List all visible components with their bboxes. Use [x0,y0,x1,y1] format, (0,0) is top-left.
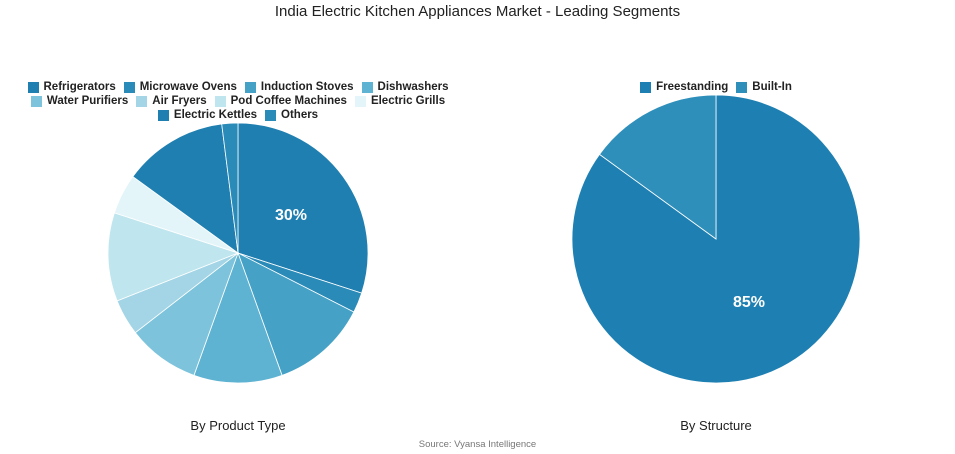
source-note: Source: Vyansa Intelligence [418,439,537,450]
legend-label: Dishwashers [377,81,449,93]
legend-item: Air Fryers [136,94,207,108]
pie-slice-freestanding [571,94,861,384]
legend-item: Dishwashers [361,80,449,94]
legend-swatch [27,81,39,93]
legend-swatch [361,81,373,93]
legend-swatch [265,109,277,121]
legend-swatch [136,95,148,107]
legend-product-type: Refrigerators Microwave Ovens Induction … [20,80,456,122]
legend-item: Microwave Ovens [123,80,237,94]
legend-row: Water Purifiers Air Fryers Pod Coffee Ma… [20,94,456,108]
legend-item: Induction Stoves [244,80,354,94]
legend-item: Built-In [736,80,792,94]
legend-label: Water Purifiers [46,95,129,107]
legend-structure: Freestanding Built-In [566,80,866,94]
data-label-freestanding: 85% [733,294,765,311]
legend-label: Others [281,109,319,121]
legend-swatch [30,95,42,107]
legend-swatch [157,109,169,121]
legend-label: Induction Stoves [260,81,354,93]
data-label-refrigerators: 30% [275,207,307,224]
legend-swatch [736,81,748,93]
legend-swatch [640,81,652,93]
legend-item: Refrigerators [27,80,116,94]
pie-slice-others [221,122,239,254]
legend-item: Electric Grills [354,94,446,108]
pie-slice-built-in [598,94,717,240]
legend-label: Electric Kettles [173,109,258,121]
pie-slice-electric-kettles [132,123,239,254]
legend-label: Air Fryers [152,95,207,107]
legend-item: Others [265,108,318,122]
legend-row: Freestanding Built-In [566,80,866,94]
legend-row: Refrigerators Microwave Ovens Induction … [20,80,456,94]
legend-item: Electric Kettles [157,108,258,122]
legend-label: Refrigerators [43,81,116,93]
legend-label: Microwave Ovens [139,81,237,93]
pie-slice-refrigerators [237,122,369,294]
legend-row: Electric Kettles Others [20,108,456,122]
legend-swatch [354,95,366,107]
chart-title: India Electric Kitchen Appliances Market… [274,3,681,20]
legend-swatch [214,95,226,107]
legend-label: Built-In [752,81,792,93]
pie-subtitle-structure: By Structure [680,418,752,433]
legend-item: Freestanding [640,80,728,94]
legend-swatch [123,81,135,93]
legend-label: Freestanding [656,81,729,93]
pie-slice-induction-stoves [237,252,355,376]
legend-swatch [244,81,256,93]
pie-slice-pod-coffee-machines [107,212,240,302]
legend-item: Water Purifiers [30,94,129,108]
pie-slice-dishwashers [193,251,283,384]
legend-item: Pod Coffee Machines [214,94,347,108]
legend-label: Pod Coffee Machines [230,95,347,107]
pie-subtitle-product-type: By Product Type [190,418,286,433]
legend-label: Electric Grills [370,95,446,107]
